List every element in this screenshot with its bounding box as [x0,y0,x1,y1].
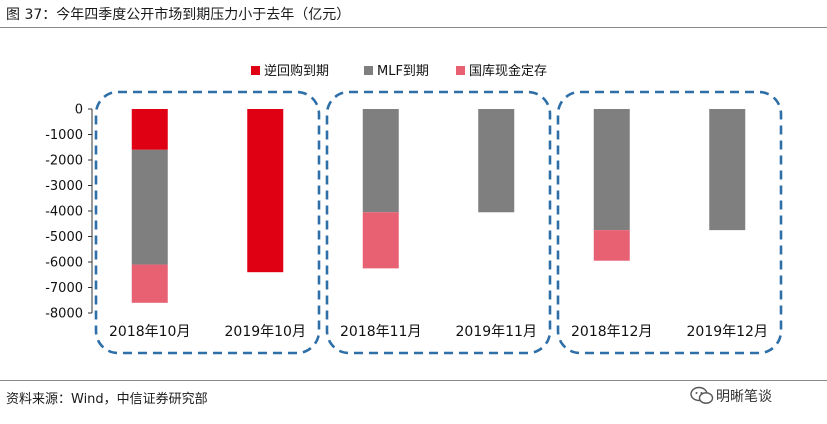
highlight-box [325,90,552,355]
x-category-label: 2019年11月 [456,324,537,340]
y-tick-label: -4000 [45,205,83,220]
bar-segment [131,109,168,150]
x-category-label: 2018年10月 [109,324,190,340]
watermark-text: 明晰笔谈 [716,389,772,405]
source-rule [0,380,827,381]
y-tick-label: -8000 [45,307,83,322]
stacked-bar-chart: 0 -1000 -2000 -3000 -4000 -5000 -6000 -7000 -800… [45,63,783,355]
bar-segment [478,109,515,213]
watermark: 明晰笔谈 [686,383,816,409]
bar-segment [362,212,399,269]
highlight-box [94,90,321,355]
wechat-icon [690,386,714,404]
legend-swatch [251,66,260,75]
legend-label: 国库现金定存 [469,63,547,79]
legend-label: 逆回购到期 [264,63,329,79]
bar-segment [709,109,746,231]
y-tick-label: -1000 [45,128,83,143]
y-tick-label: -6000 [45,256,83,271]
bar-segment [362,109,399,213]
figure-title: 图 37：今年四季度公开市场到期压力小于去年（亿元） [6,7,351,23]
bar-segment [593,230,630,261]
legend-swatch [456,66,465,75]
source-note: 资料来源：Wind，中信证券研究部 [6,392,208,407]
y-tick-label: -2000 [45,154,83,169]
bar-segment [131,149,168,265]
bar-segment [593,109,630,231]
y-tick-label: 0 [75,103,83,118]
title-rule [0,27,827,28]
y-tick-label: -3000 [45,179,83,194]
x-category-label: 2018年11月 [340,324,421,340]
x-category-label: 2018年12月 [571,324,652,340]
x-category-label: 2019年10月 [225,324,306,340]
bar-segment [247,109,284,273]
y-tick-label: -5000 [45,230,83,245]
legend-swatch [364,66,373,75]
x-category-label: 2019年12月 [687,324,768,340]
bar-segment [131,264,168,303]
highlight-box [556,90,783,355]
legend-label: MLF到期 [377,64,429,79]
y-tick-label: -7000 [45,281,83,296]
